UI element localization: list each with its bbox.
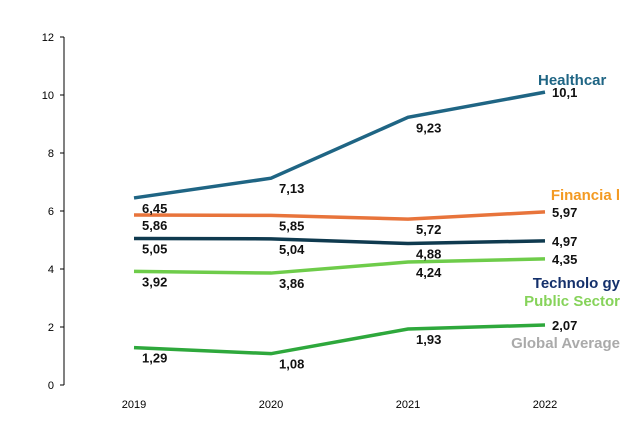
y-tick-label: 10 bbox=[42, 90, 54, 102]
data-label: 4,35 bbox=[552, 252, 577, 267]
data-label: 1,29 bbox=[142, 351, 167, 366]
series-name-label: Technolo gy bbox=[533, 275, 621, 292]
y-tick-label: 0 bbox=[48, 380, 54, 392]
data-label: 5,72 bbox=[416, 222, 441, 237]
data-label: 4,97 bbox=[552, 234, 577, 249]
x-tick-label: 2021 bbox=[396, 399, 420, 411]
series-name-label: Healthcar bbox=[538, 72, 607, 89]
y-tick-label: 2 bbox=[48, 322, 54, 334]
data-label: 5,85 bbox=[279, 218, 304, 233]
series-line-2 bbox=[133, 236, 546, 246]
series-line-4 bbox=[133, 323, 546, 356]
data-label: 9,23 bbox=[416, 120, 441, 135]
series-name-label: Public Sector bbox=[524, 293, 620, 310]
y-tick-label: 8 bbox=[48, 148, 54, 160]
series-line-1 bbox=[133, 210, 546, 221]
x-tick-label: 2020 bbox=[259, 399, 283, 411]
data-label: 4,88 bbox=[416, 246, 441, 261]
data-label: 1,08 bbox=[279, 357, 304, 372]
y-tick-label: 12 bbox=[42, 32, 54, 44]
data-label: 5,97 bbox=[552, 205, 577, 220]
data-label: 5,86 bbox=[142, 218, 167, 233]
data-label: 2,07 bbox=[552, 318, 577, 333]
x-tick-label: 2022 bbox=[533, 399, 557, 411]
data-label: 3,92 bbox=[142, 274, 167, 289]
x-tick-label: 2019 bbox=[122, 399, 146, 411]
data-label: 6,45 bbox=[142, 201, 167, 216]
y-tick-label: 6 bbox=[48, 206, 54, 218]
series-name-label: Global Average bbox=[511, 335, 620, 352]
y-tick-label: 4 bbox=[48, 264, 54, 276]
data-label: 5,04 bbox=[279, 242, 305, 257]
series-line-3 bbox=[133, 257, 546, 275]
data-label: 3,86 bbox=[279, 276, 304, 291]
series-name-label: Financia l bbox=[551, 187, 620, 204]
data-label: 5,05 bbox=[142, 242, 167, 257]
data-label: 7,13 bbox=[279, 181, 304, 196]
data-label: 4,24 bbox=[416, 265, 442, 280]
data-label: 10,1 bbox=[552, 85, 577, 100]
data-label: 1,93 bbox=[416, 332, 441, 347]
series-line-0 bbox=[133, 90, 546, 200]
